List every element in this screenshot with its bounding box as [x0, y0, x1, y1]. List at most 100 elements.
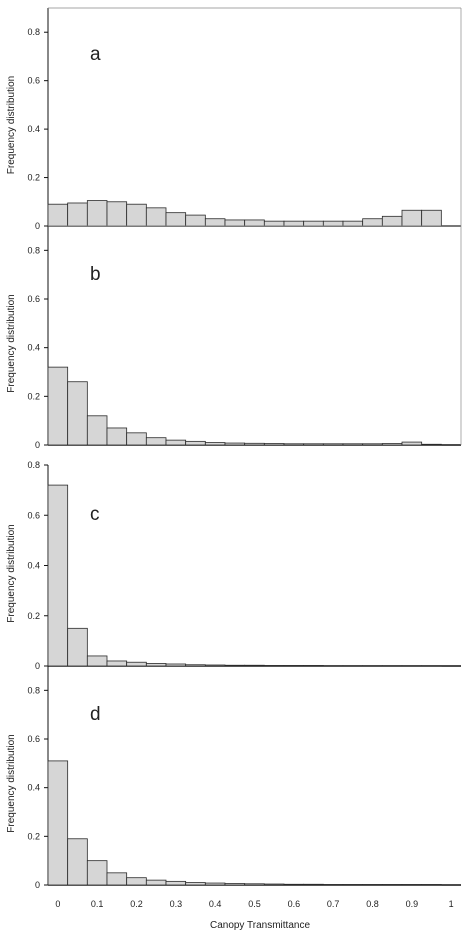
bar — [165, 880, 187, 886]
bar — [165, 663, 187, 667]
bar — [86, 200, 108, 227]
bar — [342, 443, 364, 446]
y-axis-label: Frequency distribution — [6, 524, 17, 622]
bar — [381, 215, 403, 227]
bar — [185, 664, 206, 667]
bar — [244, 442, 265, 446]
x-tick-label: 0.1 — [91, 899, 104, 909]
bar — [145, 879, 167, 886]
panel-b: 0 0.2 0.4 0.6 0.8 b Frequency distribution — [6, 225, 462, 450]
y-tick-label: 0.2 — [27, 611, 40, 621]
bar — [303, 665, 324, 667]
bar — [126, 661, 147, 667]
bar — [204, 882, 226, 886]
y-tick-label: 0.8 — [27, 245, 40, 255]
bar — [145, 437, 167, 446]
bar — [126, 203, 147, 227]
bar — [244, 883, 265, 886]
bar — [421, 209, 442, 227]
y-tick-label: 0.2 — [27, 173, 40, 183]
y-tick-label: 0.2 — [27, 831, 40, 841]
bar — [283, 220, 305, 227]
bar — [244, 664, 265, 667]
y-tick-label: 0.2 — [27, 391, 40, 401]
bar — [421, 443, 442, 446]
panel-label: a — [90, 44, 101, 65]
bar — [106, 427, 128, 446]
bar — [322, 443, 344, 446]
y-tick-label: 0.6 — [27, 294, 40, 304]
bar — [145, 663, 167, 667]
bar — [224, 442, 246, 446]
y-tick-label: 0 — [35, 880, 40, 890]
y-axis-label: Frequency distribution — [6, 76, 17, 174]
y-tick-label: 0 — [35, 661, 40, 671]
bar — [303, 883, 324, 886]
bar — [303, 220, 324, 227]
bar — [204, 664, 226, 667]
bar — [86, 860, 108, 886]
panel-d: 0 0.2 0.4 0.6 0.8 d Frequency distribution 0 0.1… — [6, 666, 461, 931]
bar — [224, 883, 246, 886]
x-tick-label: 0.4 — [209, 899, 222, 909]
bar — [126, 877, 147, 886]
y-axis-label: Frequency distribution — [6, 294, 17, 392]
y-tick-label: 0.4 — [27, 124, 40, 134]
x-tick-label: 0.2 — [130, 899, 143, 909]
bar — [86, 655, 108, 667]
x-tick-label: 1 — [449, 899, 454, 909]
bar — [303, 443, 324, 446]
y-tick-label: 0.4 — [27, 343, 40, 353]
bar — [362, 443, 383, 446]
bar — [224, 219, 246, 227]
bar — [126, 432, 147, 446]
x-tick-label: 0.6 — [288, 899, 301, 909]
bar — [165, 439, 187, 446]
y-tick-label: 0 — [35, 440, 40, 450]
bar — [401, 441, 423, 446]
bar — [244, 219, 265, 227]
y-tick-label: 0.6 — [27, 510, 40, 520]
bar — [381, 443, 403, 446]
bar — [86, 415, 108, 446]
bar — [47, 760, 69, 886]
x-tick-label: 0.7 — [327, 899, 340, 909]
x-tick-label: 0.3 — [170, 899, 183, 909]
panel-a: 0 0.2 0.4 0.6 0.8 a Frequency distribution — [6, 7, 462, 231]
y-tick-label: 0.8 — [27, 460, 40, 470]
bar — [106, 201, 128, 227]
bar — [67, 838, 88, 886]
bar — [67, 627, 88, 667]
panel-label: c — [90, 504, 100, 525]
bar — [283, 443, 305, 446]
y-tick-label: 0.4 — [27, 783, 40, 793]
y-tick-label: 0.8 — [27, 27, 40, 37]
bar — [263, 665, 285, 667]
bar — [204, 218, 226, 227]
bar — [67, 381, 88, 446]
bar — [145, 207, 167, 227]
y-tick-label: 0.8 — [27, 685, 40, 695]
bar — [47, 484, 69, 667]
x-tick-label: 0.8 — [366, 899, 379, 909]
bar — [322, 220, 344, 227]
y-tick-label: 0.6 — [27, 76, 40, 86]
x-tick-label: 0.5 — [248, 899, 261, 909]
bar — [283, 883, 305, 886]
x-axis-label: Canopy Transmittance — [210, 920, 310, 931]
bar — [401, 209, 423, 227]
y-axis-label: Frequency distribution — [6, 734, 17, 832]
bar — [283, 665, 305, 667]
bar — [185, 440, 206, 446]
x-tick-label: 0.9 — [406, 899, 419, 909]
bar — [106, 872, 128, 886]
bar — [67, 202, 88, 227]
bar — [263, 443, 285, 446]
panel-label: b — [90, 264, 101, 285]
y-tick-label: 0.4 — [27, 561, 40, 571]
bar — [165, 212, 187, 227]
x-tick-label: 0 — [55, 899, 60, 909]
bar — [47, 203, 69, 227]
bar — [106, 660, 128, 667]
